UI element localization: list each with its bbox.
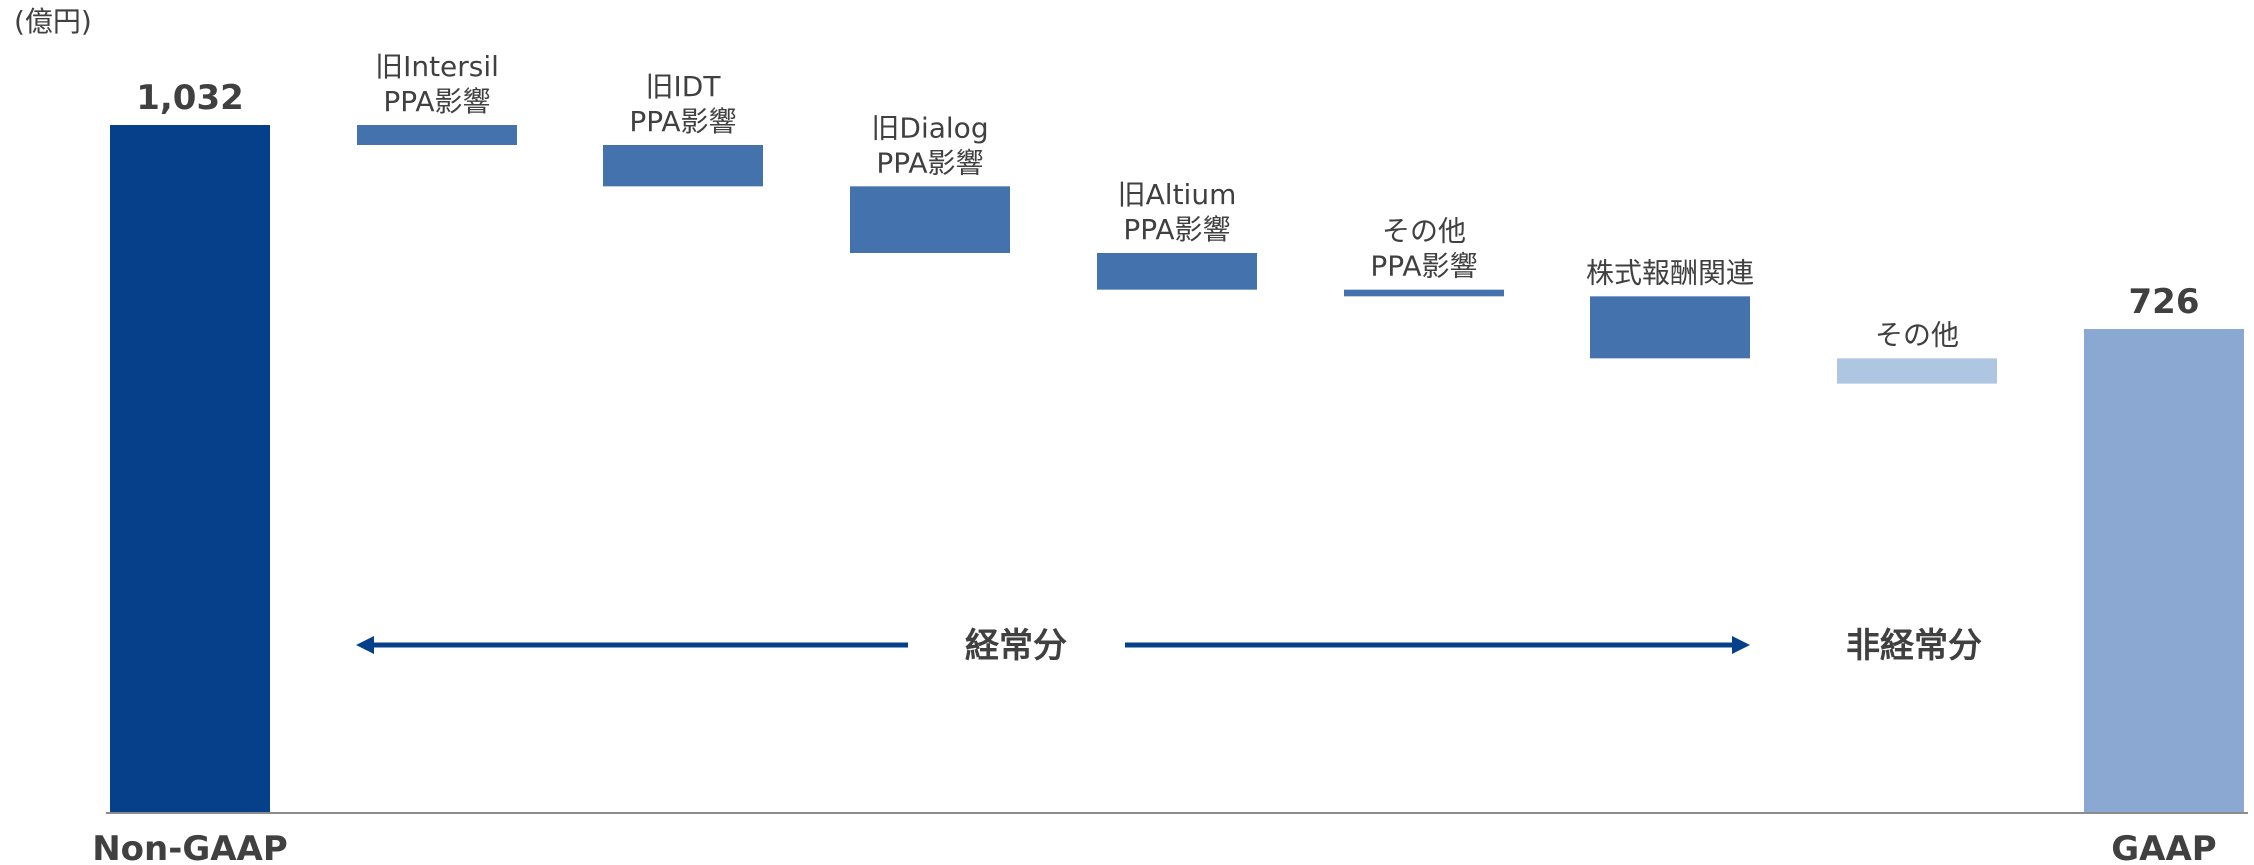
category-label-3-line-1: PPA影響 (876, 146, 983, 179)
bar-4 (1097, 253, 1257, 290)
category-label-6-line-0: 株式報酬関連 (1586, 256, 1754, 289)
category-label-1-line-1: PPA影響 (383, 85, 490, 118)
category-label-1-line-0: 旧Intersil (375, 50, 499, 83)
category-label-4-line-0: 旧Altium (1118, 178, 1237, 211)
bar-7 (1837, 358, 1997, 384)
value-label-0: 1,032 (136, 78, 244, 118)
category-label-2-line-1: PPA影響 (629, 105, 736, 138)
category-label-0: Non-GAAP (92, 829, 288, 865)
category-label-8: GAAP (2111, 829, 2216, 865)
category-label-5-line-0: その他 (1382, 215, 1466, 248)
arrow-right-head (1732, 636, 1750, 654)
bar-6 (1590, 296, 1750, 359)
category-label-7-line-0: その他 (1875, 318, 1959, 351)
category-label-3-line-0: 旧Dialog (871, 111, 988, 144)
bars-group (110, 125, 2244, 813)
arrow-left-head (356, 636, 374, 654)
bar-8 (2084, 329, 2244, 813)
value-label-8: 726 (2129, 282, 2200, 322)
bar-5 (1344, 289, 1504, 297)
bar-1 (357, 125, 517, 145)
non-recurring-label: 非経常分 (1846, 626, 1982, 666)
bar-3 (850, 186, 1010, 253)
category-label-2-line-0: 旧IDT (646, 70, 722, 103)
category-label-4-line-1: PPA影響 (1123, 213, 1230, 246)
unit-label: (億円) (14, 5, 92, 38)
bar-0 (110, 125, 270, 813)
category-label-5-line-1: PPA影響 (1370, 250, 1477, 283)
annotations-group: 経常分 非経常分 (356, 626, 1982, 666)
bar-2 (603, 145, 763, 187)
recurring-label: 経常分 (965, 626, 1067, 666)
